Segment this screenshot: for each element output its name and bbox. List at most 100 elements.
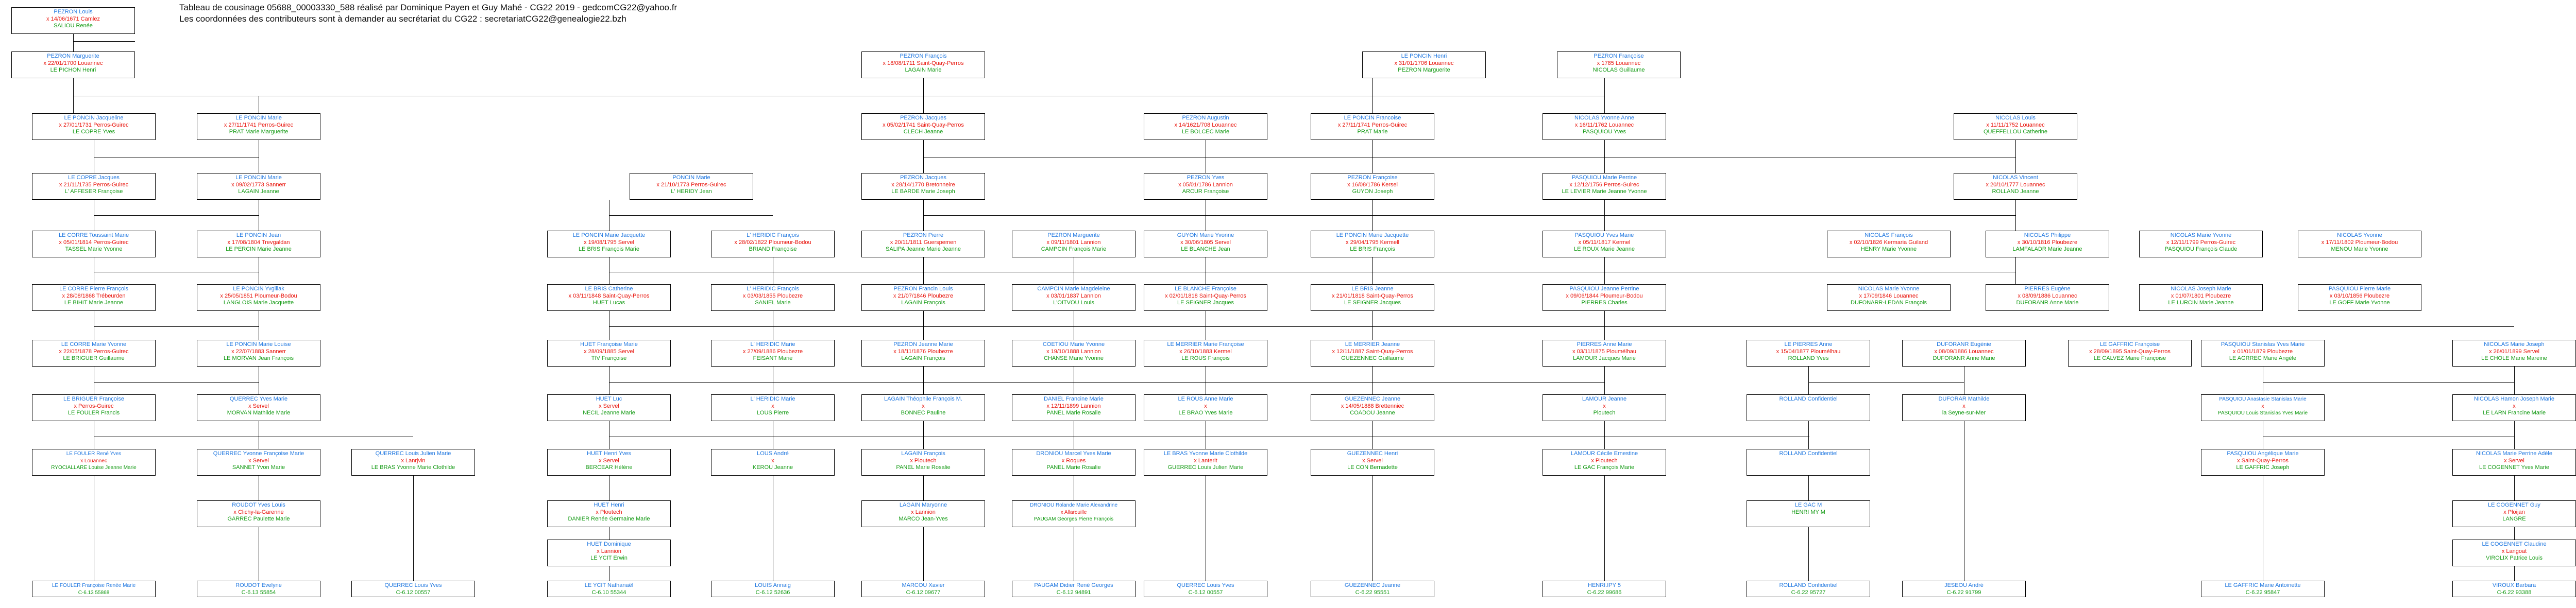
person-union-card[interactable]: L' HERIDIC Marie x 27/09/1886 Ploubezre FE… (711, 340, 835, 367)
descendant-leaf-card[interactable]: MARCOU Xavier C-6.12 09677 (861, 581, 985, 597)
person-union-card[interactable]: LOUS André x KEROU Jeanne (711, 449, 835, 476)
person-union-card[interactable]: NICOLAS Philippe x 30/10/1816 Ploubezre LA… (1986, 231, 2109, 257)
person-union-card[interactable]: PASQUIOU Stanislas Yves Marie x 01/01/187… (2201, 340, 2325, 367)
person-union-card[interactable]: NICOLAS Joseph Marie x 01/07/1801 Ploubez… (2139, 284, 2263, 311)
person-union-card[interactable]: HUET Henri x Ploutech DANIER Renée Germain… (547, 500, 671, 527)
person-union-card[interactable]: LE PONCIN Marie Jacquette x 29/04/1795 Ke… (1311, 231, 1434, 257)
person-union-card[interactable]: LE BRIGUER Françoise x Perros-Guirec LE FO… (32, 394, 156, 421)
person-union-card[interactable]: LAMOUR Cécile Ernestine x Ploutech LE GAC … (1543, 449, 1666, 476)
person-union-card[interactable]: LE ROUS Anne Marie x LE BRAO Yves Marie (1144, 394, 1267, 421)
person-union-card[interactable]: LE CORRE Marie Yvonne x 22/05/1878 Perros… (32, 340, 156, 367)
person-union-card[interactable]: LE MERRIER Jeanne x 12/11/1887 Saint-Quay… (1311, 340, 1434, 367)
person-union-card[interactable]: PONCIN Marie x 21/10/1773 Perros-Guirec L'… (630, 173, 753, 200)
person-union-card[interactable]: GUEZENNEC Jeanne x 14/05/1888 Brettenniec… (1311, 394, 1434, 421)
person-union-card[interactable]: NICOLAS Louis x 11/11/1752 Louannec QUEFFE… (1954, 113, 2077, 140)
person-union-card[interactable]: HUET Henri Yves x Servel BERCEAR Hélène (547, 449, 671, 476)
person-union-card[interactable]: LE BRAS Yvonne Marie Clothilde x Lanterit… (1144, 449, 1267, 476)
person-union-card[interactable]: NICOLAS Marie Joseph x 26/01/1899 Servel L… (2452, 340, 2576, 367)
person-union-card[interactable]: HUET Françoise Marie x 28/09/1885 Servel T… (547, 340, 671, 367)
person-union-card[interactable]: GUYON Marie Yvonne x 30/06/1805 Servel LE … (1144, 231, 1267, 257)
person-union-card[interactable]: NICOLAS Yvonne x 17/11/1802 Ploumeur-Bodo… (2298, 231, 2421, 257)
person-union-card[interactable]: LE PONCIN Jacqueline x 27/01/1731 Perros-… (32, 113, 156, 140)
person-union-card[interactable]: NICOLAS Marie Yvonne x 17/09/1846 Louanne… (1827, 284, 1951, 311)
person-union-card[interactable]: LE PIERRES Anne x 15/04/1877 Ploumélhau RO… (1747, 340, 1870, 367)
descendant-leaf-card[interactable]: VIROUX Barbara C-6.22 93388 (2452, 581, 2576, 597)
person-union-card[interactable]: LAGAIN Théophile François M. x BONNEC Paul… (861, 394, 985, 421)
person-union-card[interactable]: PASQUIOU Pierre Marie x 03/10/1856 Ploube… (2298, 284, 2421, 311)
descendant-leaf-card[interactable]: ROUDOT Evelyne C-6.13 55854 (197, 581, 320, 597)
person-union-card[interactable]: DANIEL Francine Marie x 12/11/1899 Lannio… (1012, 394, 1136, 421)
person-union-card[interactable]: PEZRON Pierre x 20/11/1811 Guerspemen SALI… (861, 231, 985, 257)
person-union-card[interactable]: PASQUIOU Marie Perrine x 12/12/1756 Perro… (1543, 173, 1666, 200)
person-union-card[interactable]: NICOLAS Vincent x 20/10/1777 Louannec ROLL… (1954, 173, 2077, 200)
person-union-card[interactable]: LE PONCIN Marie Louise x 22/07/1883 Sanne… (197, 340, 320, 367)
descendant-leaf-card[interactable]: QUERREC Louis Yves C-6.12 00557 (1144, 581, 1267, 597)
person-union-card[interactable]: ROUDOT Yves Louis x Clichy-la-Garenne GARR… (197, 500, 320, 527)
person-union-card[interactable]: LE FOULER René Yves x Louannec RYOCIALLARE… (32, 449, 156, 476)
person-union-card[interactable]: DRONIOU Rolande Marie Alexandrine x Allar… (1012, 500, 1136, 527)
descendant-leaf-card[interactable]: QUERREC Louis Yves C-6.12 00557 (351, 581, 475, 597)
person-union-card[interactable]: LE PONCIN Marie x 09/02/1773 Sannerr LAGAI… (197, 173, 320, 200)
person-union-card[interactable]: L' HERIDIC Marie x LOUS Pierre (711, 394, 835, 421)
person-union-card[interactable]: GUEZENNEC Henri x Servel LE CON Bernadette (1311, 449, 1434, 476)
person-union-card[interactable]: CAMPCIN Marie Magdeleine x 03/01/1837 Lan… (1012, 284, 1136, 311)
person-union-card[interactable]: PEZRON Françoise x 16/08/1786 Kersel GUYON… (1311, 173, 1434, 200)
person-union-card[interactable]: LE PONCIN Henri x 31/01/1706 Louannec PEZR… (1362, 51, 1486, 78)
person-union-card[interactable]: PASQUIOU Angélique Marie x Saint-Quay-Per… (2201, 449, 2325, 476)
person-union-card[interactable]: HUET Luc x Servel NECIL Jeanne Marie (547, 394, 671, 421)
person-union-card[interactable]: PEZRON Marguerite x 09/11/1801 Lannion CAM… (1012, 231, 1136, 257)
person-union-card[interactable]: PIERRES Eugène x 08/09/1886 Louannec DUFOR… (1986, 284, 2109, 311)
person-union-card[interactable]: NICOLAS Hamon Joseph Marie x LE LARN Franc… (2452, 394, 2576, 421)
person-union-card[interactable]: LE BRIS Catherine x 03/11/1848 Saint-Quay… (547, 284, 671, 311)
descendant-leaf-card[interactable]: LE FOULER Françoise Renée Marie C-6.13 55… (32, 581, 156, 597)
person-union-card[interactable]: HUET Dominique x Lannion LE YCIT Erwin (547, 540, 671, 566)
person-union-card[interactable]: LAMOUR Jeanne x Ploutech (1543, 394, 1666, 421)
person-union-card[interactable]: DRONIOU Marcel Yves Marie x Roques PANEL M… (1012, 449, 1136, 476)
person-union-card[interactable]: PEZRON Louis x 14/06/1671 Camlez SALIOU Re… (11, 7, 135, 34)
person-union-card[interactable]: QUERREC Yves Marie x Servel MORVAN Mathild… (197, 394, 320, 421)
person-union-card[interactable]: L' HERIDIC François x 03/03/1855 Ploubezr… (711, 284, 835, 311)
person-union-card[interactable]: LAGAIN Maryonne x Lannion MARCO Jean-Yves (861, 500, 985, 527)
person-union-card[interactable]: NICOLAS Marie Yvonne x 12/11/1799 Perros-… (2139, 231, 2263, 257)
descendant-leaf-card[interactable]: LOUIS Annaig C-6.12 52636 (711, 581, 835, 597)
descendant-leaf-card[interactable]: PAUGAM Didier René Georges C-6.12 94891 (1012, 581, 1136, 597)
person-union-card[interactable]: COETIOU Marie Yvonne x 19/10/1888 Lannion… (1012, 340, 1136, 367)
person-union-card[interactable]: LE GAC M HENRI MY M (1747, 500, 1870, 527)
person-union-card[interactable]: PASQUIOU Yves Marie x 05/11/1817 Kermel LE… (1543, 231, 1666, 257)
descendant-leaf-card[interactable]: GUEZENNEC Jeanne C-6.22 95551 (1311, 581, 1434, 597)
person-union-card[interactable]: PEZRON Françoise x 1785 Louannec NICOLAS G… (1557, 51, 1681, 78)
person-union-card[interactable]: LE PONCIN Marie x 27/11/1741 Perros-Guire… (197, 113, 320, 140)
person-union-card[interactable]: LE COPRE Jacques x 21/11/1735 Perros-Guir… (32, 173, 156, 200)
person-union-card[interactable]: NICOLAS Yvonne Anne x 16/11/1762 Louannec… (1543, 113, 1666, 140)
person-union-card[interactable]: PEZRON Augustin x 14/1621/708 Louannec LE … (1144, 113, 1267, 140)
person-union-card[interactable]: L' HERIDIC François x 28/02/1822 Ploumeur… (711, 231, 835, 257)
descendant-leaf-card[interactable]: LE YCIT Nathanaël C-6.10 55344 (547, 581, 671, 597)
person-union-card[interactable]: ROLLAND Confidentiel (1747, 449, 1870, 476)
person-union-card[interactable]: PEZRON Francin Louis x 21/07/1846 Ploubez… (861, 284, 985, 311)
person-union-card[interactable]: QUERREC Yvonne Françoise Marie x Servel SA… (197, 449, 320, 476)
person-union-card[interactable]: PEZRON Jacques x 28/14/1770 Bretonneire LE… (861, 173, 985, 200)
person-union-card[interactable]: NICOLAS François x 02/10/1826 Kermaria Gu… (1827, 231, 1951, 257)
person-union-card[interactable]: DUFORAR Mathilde x la Seyne-sur-Mer (1902, 394, 2026, 421)
person-union-card[interactable]: LE MERRIER Marie Françoise x 26/10/1883 K… (1144, 340, 1267, 367)
person-union-card[interactable]: LE PONCIN Marie Jacquette x 19/08/1795 Se… (547, 231, 671, 257)
person-union-card[interactable]: LE BLANCHE Françoise x 02/01/1818 Saint-Q… (1144, 284, 1267, 311)
person-union-card[interactable]: LE PONCIN Yvgillak x 25/05/1851 Ploumeur-… (197, 284, 320, 311)
person-union-card[interactable]: LE PONCIN Jean x 17/08/1804 Trevgaldan LE … (197, 231, 320, 257)
descendant-leaf-card[interactable]: HENRI.IPY 5 C-6.22 99686 (1543, 581, 1666, 597)
descendant-leaf-card[interactable]: LE GAFFRIC Marie Antoinette C-6.22 95847 (2201, 581, 2325, 597)
person-union-card[interactable]: ROLLAND Confidentiel (1747, 394, 1870, 421)
person-union-card[interactable]: PASQUIOU Anastasie Stanislas Marie x PASQU… (2201, 394, 2325, 421)
person-union-card[interactable]: PEZRON Jacques x 05/02/1741 Saint-Quay-Pe… (861, 113, 985, 140)
person-union-card[interactable]: LE COGENNET Claudine x Langoat VIROLIX Pat… (2452, 540, 2576, 566)
person-union-card[interactable]: NICOLAS Marie Perrine Adèle x Servel LE CO… (2452, 449, 2576, 476)
person-union-card[interactable]: QUERREC Louis Julien Marie x Lanrjvin LE B… (351, 449, 475, 476)
person-union-card[interactable]: LE BRIS Jeanne x 21/01/1818 Saint-Quay-Pe… (1311, 284, 1434, 311)
person-union-card[interactable]: LE CORRE Pierre François x 28/08/1868 Tré… (32, 284, 156, 311)
person-union-card[interactable]: PIERRES Anne Marie x 03/11/1875 Ploumélha… (1543, 340, 1666, 367)
person-union-card[interactable]: LE PONCIN Francoise x 27/11/1741 Perros-G… (1311, 113, 1434, 140)
person-union-card[interactable]: LE CORRE Toussaint Marie x 05/01/1814 Per… (32, 231, 156, 257)
person-union-card[interactable]: PEZRON François x 18/08/1711 Saint-Quay-P… (861, 51, 985, 78)
person-union-card[interactable]: PEZRON Marguerite x 22/01/1700 Louannec LE… (11, 51, 135, 78)
person-union-card[interactable]: PASQUIOU Jeanne Perrine x 09/06/1844 Plou… (1543, 284, 1666, 311)
